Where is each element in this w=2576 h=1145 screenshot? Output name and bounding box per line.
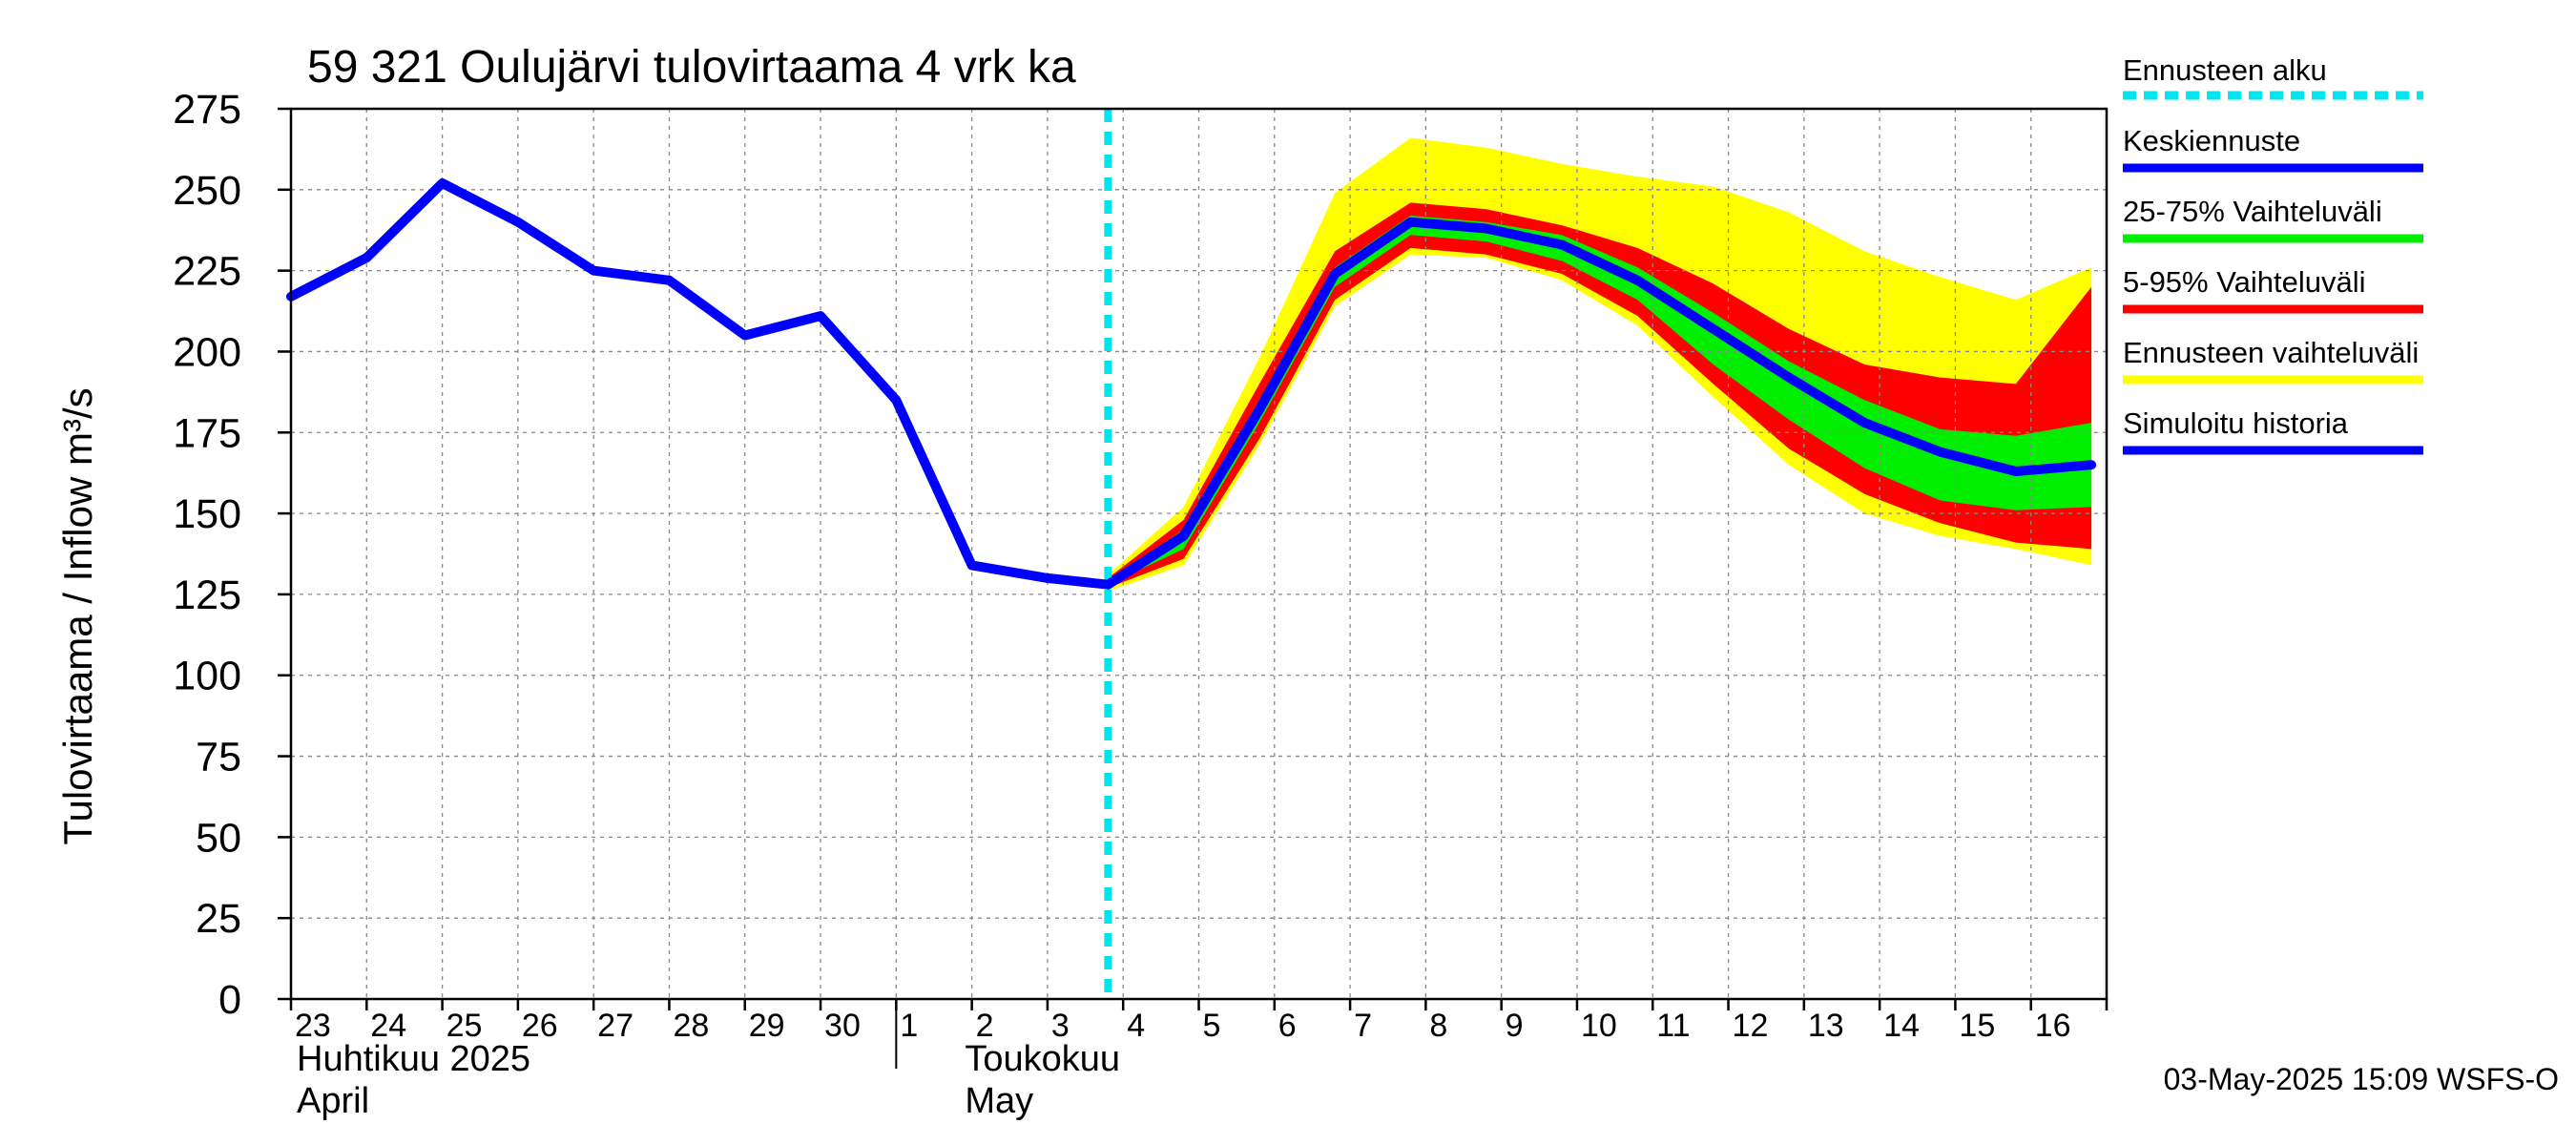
x-tick-label: 23 <box>295 1008 331 1044</box>
x-tick-label: 30 <box>824 1008 861 1044</box>
y-tick-label: 250 <box>173 168 241 214</box>
x-tick-label: 27 <box>597 1008 634 1044</box>
x-tick-label: 26 <box>522 1008 558 1044</box>
x-tick-label: 9 <box>1506 1008 1524 1044</box>
y-axis-label: Tulovirtaama / Inflow m³/s <box>55 387 100 844</box>
y-tick-label: 150 <box>173 491 241 537</box>
y-tick-label: 75 <box>196 735 241 781</box>
grid-lines <box>291 109 2107 999</box>
x-tick-label: 15 <box>1959 1008 1995 1044</box>
x-tick-label: 6 <box>1278 1008 1297 1044</box>
legend-label: 5-95% Vaihteluväli <box>2123 265 2365 299</box>
x-tick-label: 4 <box>1127 1008 1145 1044</box>
series-lines <box>286 109 2097 999</box>
legend: Ennusteen alku Keskiennuste 25-75% Vaihtel… <box>2123 53 2423 455</box>
y-tick-label: 275 <box>173 87 241 133</box>
x-tick-label: 2 <box>976 1008 994 1044</box>
y-tick-label: 100 <box>173 654 241 699</box>
y-tick-label: 0 <box>218 977 241 1023</box>
month-label: Huhtikuu 2025 <box>297 1039 530 1079</box>
month-label-english: April <box>297 1081 369 1121</box>
history-line <box>286 178 1113 590</box>
x-tick-label: 16 <box>2035 1008 2071 1044</box>
month-label-english: May <box>965 1081 1033 1121</box>
y-tick-label: 225 <box>173 249 241 295</box>
legend-label: Ennusteen vaihteluväli <box>2123 336 2419 369</box>
y-tick-label: 50 <box>196 815 241 861</box>
x-tick-label: 1 <box>900 1008 918 1044</box>
timestamp: 03-May-2025 15:09 WSFS-O <box>2164 1062 2559 1096</box>
month-label: Toukokuu <box>965 1039 1120 1079</box>
x-tick-label: 25 <box>447 1008 483 1044</box>
legend-label: Keskiennuste <box>2123 124 2300 157</box>
y-tick-label: 175 <box>173 410 241 456</box>
x-tick-label: 8 <box>1429 1008 1447 1044</box>
y-axis-ticks: 0 25 50 75 100 125 150 175 200 225 250 275 <box>173 87 291 1023</box>
chart-title: 59 321 Oulujärvi tulovirtaama 4 vrk ka <box>307 42 1076 93</box>
y-tick-label: 125 <box>173 572 241 618</box>
forecast-bands <box>1108 137 2092 592</box>
x-tick-label: 24 <box>370 1008 406 1044</box>
x-axis-ticks: 23 24 25 26 27 28 29 30 1 2 3 4 5 6 7 8 9 10 11 12 13 14 15 16 <box>289 999 2109 1069</box>
x-tick-label: 7 <box>1354 1008 1372 1044</box>
x-tick-label: 13 <box>1808 1008 1844 1044</box>
legend-label: Ennusteen alku <box>2123 53 2327 87</box>
x-tick-label: 3 <box>1051 1008 1070 1044</box>
legend-label: Simuloitu historia <box>2123 406 2349 440</box>
x-tick-label: 5 <box>1203 1008 1221 1044</box>
x-tick-label: 29 <box>749 1008 785 1044</box>
y-tick-label: 200 <box>173 329 241 375</box>
x-tick-label: 11 <box>1656 1008 1690 1044</box>
legend-label: 25-75% Vaihteluväli <box>2123 195 2382 228</box>
x-tick-label: 28 <box>673 1008 709 1044</box>
x-tick-label: 12 <box>1733 1008 1769 1044</box>
mean-forecast-line <box>1103 217 2097 590</box>
x-tick-label: 10 <box>1581 1008 1617 1044</box>
y-tick-label: 25 <box>196 896 241 942</box>
x-tick-label: 14 <box>1883 1008 1920 1044</box>
